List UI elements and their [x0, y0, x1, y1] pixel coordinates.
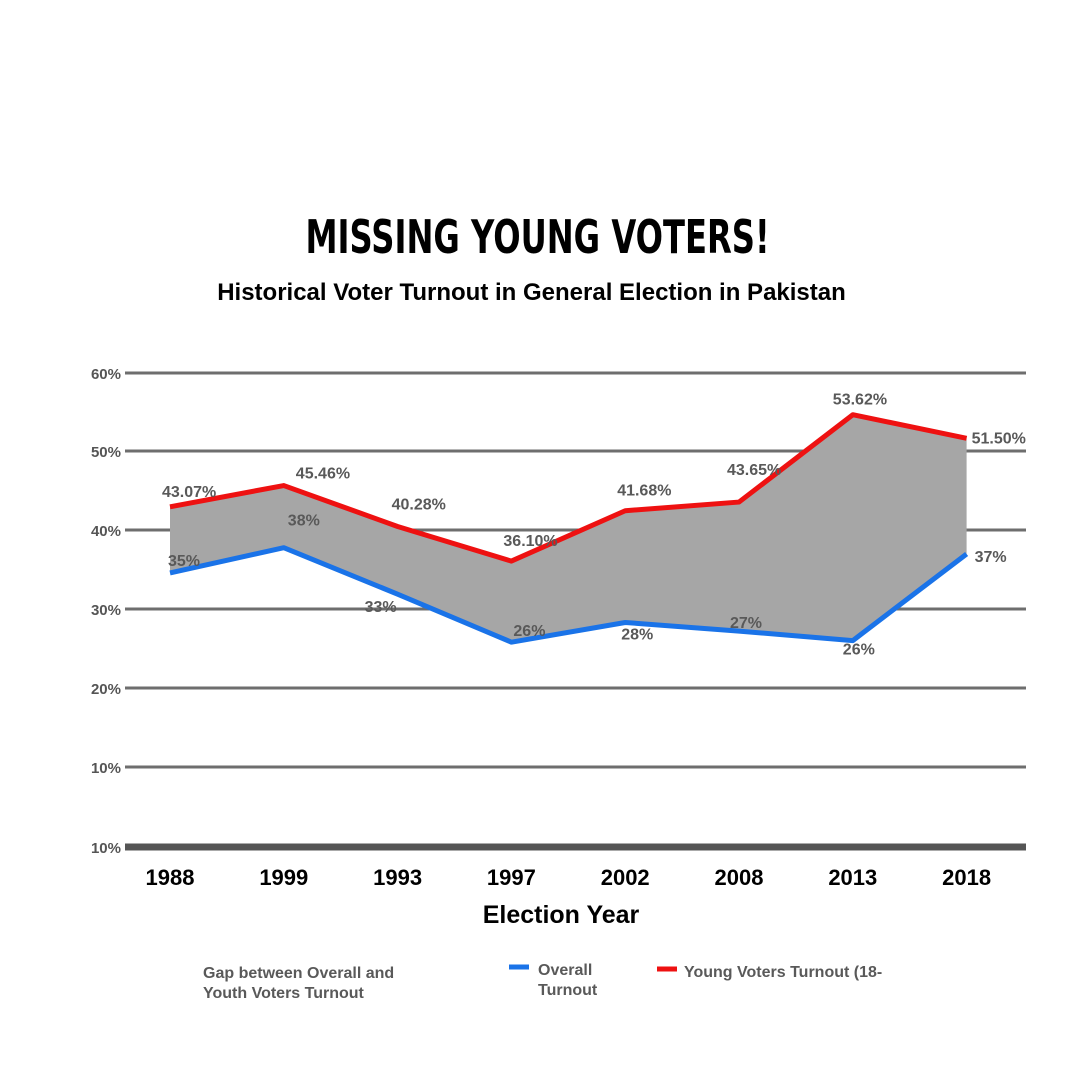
data-label-overall: 33% [365, 599, 397, 616]
legend-young-label: Young Voters Turnout (18- [684, 964, 882, 981]
legend-overall-label-line1: Overall [538, 962, 592, 979]
chart-title: MISSING YOUNG VOTERS! [305, 210, 770, 264]
x-tick-label: 1999 [259, 865, 308, 890]
data-label-young: 36.10% [503, 533, 557, 550]
x-tick-label: 1988 [146, 865, 195, 890]
data-label-young: 45.46% [296, 466, 350, 483]
x-axis-ticks: 1988 1999 1993 1997 2002 2008 2013 2018 [146, 865, 992, 890]
x-tick-label: 2008 [715, 865, 764, 890]
gap-area-fill [170, 414, 967, 643]
y-tick-label: 10% [91, 840, 121, 857]
y-tick-label: 40% [91, 523, 121, 540]
data-label-overall: 28% [621, 626, 653, 643]
series-line-young [169, 412, 968, 564]
series-lines [169, 412, 969, 645]
y-axis-ticks: 10% 10% 20% 30% 40% 50% 60% [91, 366, 121, 857]
data-labels: 43.07% 45.46% 40.28% 36.10% 41.68% 43.65% 53.6… [162, 392, 1026, 659]
y-tick-label: 10% [91, 760, 121, 777]
data-label-overall: 26% [843, 642, 875, 659]
y-tick-label: 50% [91, 444, 121, 461]
legend-item-overall: Overall Turnout [509, 962, 598, 999]
data-label-overall: 26% [513, 623, 545, 640]
data-label-young: 41.68% [617, 483, 671, 500]
chart-subtitle: Historical Voter Turnout in General Elec… [217, 279, 846, 306]
data-label-overall: 27% [730, 615, 762, 632]
data-label-overall: 38% [288, 513, 320, 530]
x-tick-label: 2018 [942, 865, 991, 890]
legend-item-young: Young Voters Turnout (18- [657, 964, 882, 981]
data-label-young: 51.50% [972, 430, 1026, 447]
x-tick-label: 1993 [373, 865, 422, 890]
gap-area [170, 414, 967, 643]
y-tick-label: 60% [91, 366, 121, 383]
legend-gap-label-line1: Gap between Overall and [203, 965, 394, 982]
x-tick-label: 2013 [828, 865, 877, 890]
legend-gap-label-line2: Youth Voters Turnout [203, 985, 365, 1002]
series-line-overall [169, 545, 969, 645]
x-tick-label: 1997 [487, 865, 536, 890]
legend-item-gap: Gap between Overall and Youth Voters Tur… [203, 965, 394, 1002]
data-label-young: 43.07% [162, 484, 216, 501]
legend-overall-label-line2: Turnout [538, 982, 598, 999]
x-tick-label: 2002 [601, 865, 650, 890]
x-axis-title: Election Year [483, 901, 640, 929]
legend: Gap between Overall and Youth Voters Tur… [203, 962, 882, 1002]
data-label-overall: 37% [975, 549, 1007, 566]
data-label-overall: 35% [168, 553, 200, 570]
y-tick-label: 30% [91, 602, 121, 619]
data-label-young: 40.28% [392, 496, 446, 513]
data-label-young: 53.62% [833, 392, 887, 409]
y-tick-label: 20% [91, 681, 121, 698]
data-label-young: 43.65% [727, 462, 781, 479]
